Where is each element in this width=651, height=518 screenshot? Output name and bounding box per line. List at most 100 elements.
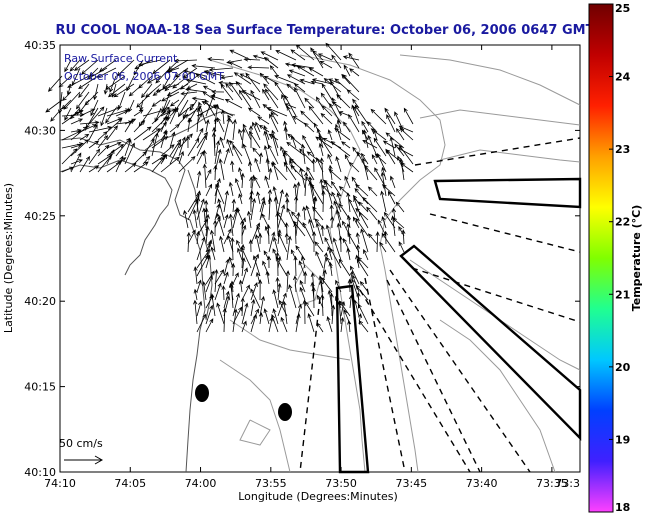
current-vector xyxy=(45,99,63,113)
current-vector xyxy=(242,123,252,141)
current-vector xyxy=(202,207,207,229)
current-vector xyxy=(348,161,360,173)
current-vector xyxy=(97,144,110,157)
current-vector xyxy=(320,276,333,293)
survey-line xyxy=(386,279,481,473)
coast-line xyxy=(59,137,206,473)
station-marker xyxy=(195,384,209,402)
current-vector xyxy=(310,47,324,69)
current-vector xyxy=(264,88,279,109)
current-vector xyxy=(248,239,253,253)
current-vector xyxy=(173,58,198,63)
current-vector xyxy=(133,161,149,173)
current-vector xyxy=(66,83,72,96)
current-vector xyxy=(223,117,231,141)
current-vector xyxy=(275,251,280,277)
current-vector xyxy=(210,293,216,317)
current-vector xyxy=(381,232,396,253)
current-vector xyxy=(241,302,249,325)
current-vector xyxy=(343,64,351,77)
current-vector xyxy=(238,89,252,109)
colorbar-tick-label: 22 xyxy=(615,216,630,229)
current-vector xyxy=(214,282,222,301)
current-vector xyxy=(196,230,201,245)
current-vector xyxy=(334,128,351,141)
current-vector xyxy=(379,241,387,253)
current-vector xyxy=(321,189,326,213)
survey-line xyxy=(411,267,581,323)
current-vector xyxy=(204,99,216,117)
current-vector xyxy=(370,128,387,141)
depth-contour xyxy=(219,359,291,473)
current-vector xyxy=(267,188,272,205)
current-vector xyxy=(316,157,324,173)
current-vector xyxy=(336,94,351,109)
y-tick-label: 40:30 xyxy=(24,124,56,137)
current-vector xyxy=(208,67,234,72)
current-vector xyxy=(128,83,144,97)
current-vector xyxy=(178,155,196,173)
current-vector xyxy=(133,120,146,133)
current-vector xyxy=(237,247,243,261)
current-vector xyxy=(61,148,78,165)
current-vector xyxy=(241,320,247,333)
current-vector xyxy=(196,131,208,149)
current-vector xyxy=(155,83,180,93)
depth-contour xyxy=(439,319,556,473)
current-vector xyxy=(216,212,225,237)
depth-contour xyxy=(419,109,581,126)
current-vector xyxy=(342,74,360,93)
current-vector xyxy=(47,75,63,92)
current-vector xyxy=(88,106,105,125)
current-vector xyxy=(259,196,266,213)
current-vector xyxy=(259,72,270,85)
current-vector xyxy=(300,110,315,125)
current-vector xyxy=(136,91,153,108)
current-vector xyxy=(293,222,298,245)
current-vector xyxy=(383,211,396,229)
current-vector xyxy=(70,126,88,141)
current-vector xyxy=(145,83,162,98)
current-vector xyxy=(286,74,306,85)
current-vector xyxy=(233,72,252,85)
y-tick-label: 40:25 xyxy=(24,210,56,223)
current-vector xyxy=(282,300,288,325)
current-vector xyxy=(305,205,315,229)
current-vector xyxy=(185,135,191,149)
current-vector xyxy=(299,279,306,293)
coastline xyxy=(59,111,236,473)
current-vector xyxy=(326,316,333,333)
current-vector xyxy=(219,136,225,149)
current-vector xyxy=(254,234,261,253)
current-vector xyxy=(232,308,238,333)
current-vector xyxy=(398,125,414,133)
current-vector xyxy=(346,214,351,229)
current-vector xyxy=(57,91,63,115)
current-vector xyxy=(355,217,369,237)
current-vector xyxy=(64,59,72,73)
current-vector xyxy=(274,75,297,85)
current-vector xyxy=(249,176,254,189)
current-vector xyxy=(293,275,298,293)
current-vector xyxy=(293,83,306,93)
current-vector xyxy=(225,83,234,93)
current-vector xyxy=(252,255,261,277)
current-vector xyxy=(331,191,342,213)
current-vector xyxy=(241,224,247,237)
y-tick-label: 40:35 xyxy=(24,39,56,52)
current-vector xyxy=(280,316,288,333)
current-vector xyxy=(263,125,270,141)
current-vector xyxy=(79,133,90,141)
current-vector xyxy=(198,101,207,125)
current-vector xyxy=(178,136,186,157)
current-vector xyxy=(380,190,387,213)
current-vector xyxy=(81,59,99,75)
current-vector xyxy=(191,96,207,101)
current-vector xyxy=(331,304,336,325)
current-vector xyxy=(325,42,342,61)
current-vector xyxy=(295,303,302,325)
current-vector xyxy=(202,91,216,101)
current-vector xyxy=(398,241,405,253)
colorbar-tick-label: 23 xyxy=(615,143,630,156)
current-vector xyxy=(319,157,324,181)
